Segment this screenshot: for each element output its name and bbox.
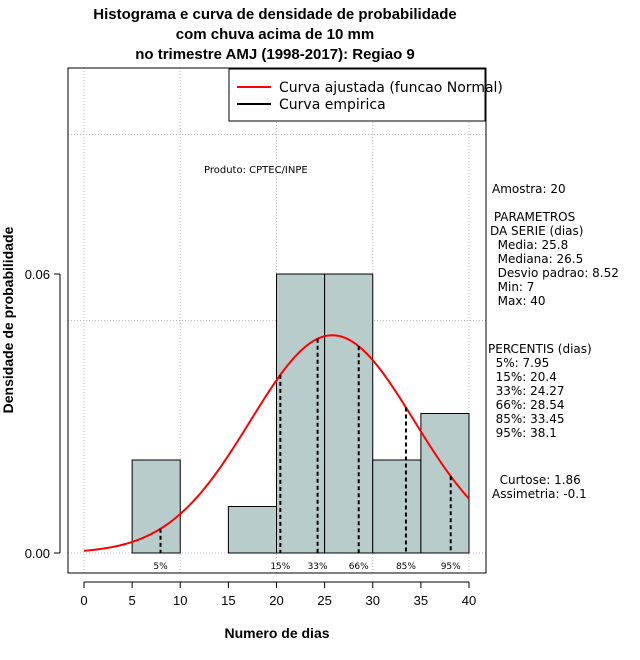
y-tick-label: 0.00 — [25, 546, 50, 561]
percentile-label: 95% — [441, 562, 461, 572]
product-annotation: Produto: CPTEC/INPE — [204, 165, 308, 176]
stats-line: 33%: 24.27 — [488, 384, 565, 398]
legend-label: Curva ajustada (funcao Normal) — [279, 80, 503, 96]
stats-line: Media: 25.8 — [490, 238, 569, 252]
normal-fit-curve — [83, 334, 470, 552]
x-tick-label: 35 — [414, 593, 428, 608]
histogram-bar — [324, 273, 374, 554]
percentile-label: 5% — [153, 562, 168, 572]
x-tick-label: 15 — [221, 593, 235, 608]
chart-title-line-3: no trimestre AMJ (1998-2017): Regiao 9 — [135, 46, 415, 63]
stats-line: PARAMETROS — [490, 210, 576, 224]
percentile-label: 66% — [349, 562, 369, 572]
stats-line: 95%: 38.1 — [488, 426, 557, 440]
x-tick-label: 25 — [317, 593, 331, 608]
sample-size-text: Amostra: 20 — [492, 182, 566, 196]
percentile-label: 15% — [270, 562, 290, 572]
histogram-bar — [372, 459, 422, 554]
percentile-label: 33% — [308, 562, 328, 572]
x-tick-label: 5 — [129, 593, 136, 608]
stats-line: Max: 40 — [490, 294, 546, 308]
chart-title-line-2: com chuva acima de 10 mm — [175, 26, 375, 43]
stats-line: 66%: 28.54 — [488, 398, 565, 412]
stats-line: Desvio padrao: 8.52 — [490, 266, 619, 280]
bars-layer — [131, 273, 470, 554]
percentile-label: 85% — [396, 562, 416, 572]
y-tick-label: 0.06 — [25, 267, 50, 282]
shape-stats: Curtose: 1.86 Assimetria: -0.1 — [492, 473, 587, 501]
histogram-bar — [420, 413, 470, 554]
x-tick-label: 0 — [80, 593, 87, 608]
percentile-layer: 5% 15% 33% 66% 85% 95% — [153, 338, 461, 572]
stats-line: PERCENTIS (dias) — [488, 342, 592, 356]
stats-line: 85%: 33.45 — [488, 412, 565, 426]
legend-box — [228, 68, 486, 122]
x-tick-label: 10 — [173, 593, 187, 608]
stats-line: Assimetria: -0.1 — [492, 487, 587, 501]
axis-layer: 0 5 10 15 20 25 30 35 40 0.00 0.06 — [25, 267, 477, 608]
stats-line: DA SERIE (dias) — [490, 224, 584, 238]
legend: Curva ajustada (funcao Normal)Curva empi… — [228, 68, 503, 122]
histogram-bar — [276, 273, 326, 554]
stats-line: Min: 7 — [490, 280, 535, 294]
histogram-bar — [227, 506, 277, 554]
chart-title-line-1: Histograma e curva de densidade de proba… — [93, 6, 457, 23]
curve-layer — [83, 334, 470, 552]
x-tick-label: 40 — [462, 593, 476, 608]
y-axis-label: Densidade de probabilidade — [0, 226, 16, 413]
stats-line: Mediana: 26.5 — [490, 252, 584, 266]
stats-line: Curtose: 1.86 — [492, 473, 581, 487]
stats-line: 15%: 20.4 — [488, 370, 557, 384]
stats-line: 5%: 7.95 — [488, 356, 550, 370]
x-tick-label: 20 — [269, 593, 283, 608]
x-axis-label: Numero de dias — [224, 625, 329, 641]
series-parameters: PARAMETROS DA SERIE (dias) Media: 25.8 Me… — [490, 210, 619, 308]
legend-label: Curva empirica — [279, 97, 386, 113]
plot-frame — [67, 67, 487, 574]
percentiles-block: PERCENTIS (dias) 5%: 7.95 15%: 20.4 33%:… — [488, 342, 592, 440]
x-tick-label: 30 — [366, 593, 380, 608]
histogram-bar — [131, 459, 181, 554]
